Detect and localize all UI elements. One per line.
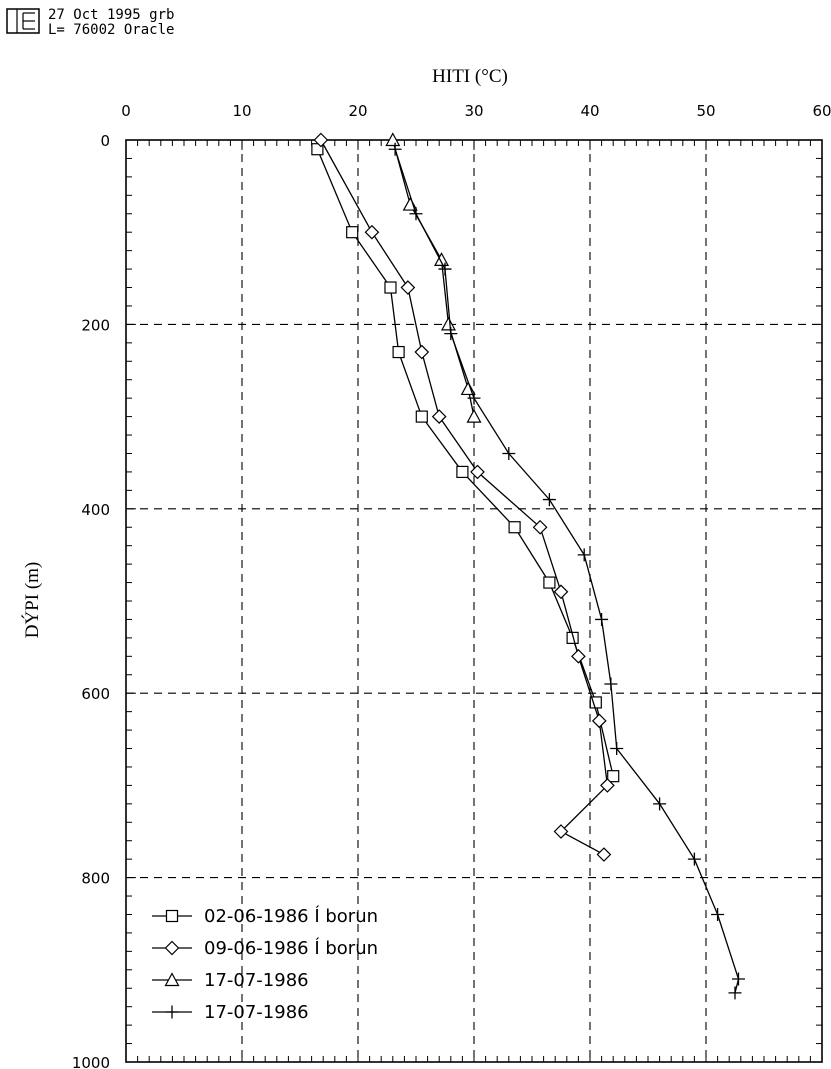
y-tick-label: 600 — [81, 685, 110, 703]
legend-marker-diamond — [164, 940, 180, 956]
legend-label: 09-06-1986 Í borun — [204, 937, 378, 959]
data-point-triangle — [434, 252, 450, 266]
x-tick-label: 20 — [348, 102, 367, 120]
x-tick-label: 60 — [812, 102, 831, 120]
series-line-2 — [320, 139, 609, 856]
data-point-plus — [409, 207, 423, 221]
data-point-plus — [438, 262, 452, 276]
x-axis-label: HITI (°C) — [432, 66, 508, 87]
header-id: L= 76002 Oracle — [48, 22, 175, 38]
data-point-diamond — [414, 344, 430, 360]
legend-label: 02-06-1986 Í borun — [204, 905, 378, 927]
logo-icon — [6, 8, 40, 34]
data-point-diamond — [313, 132, 329, 148]
data-point-plus — [604, 677, 618, 691]
y-tick-label: 200 — [81, 316, 110, 334]
y-axis-label: DÝPI (m) — [21, 562, 43, 639]
x-tick-label: 40 — [580, 102, 599, 120]
y-tick-label: 0 — [100, 132, 110, 150]
header: 27 Oct 1995 grb L= 76002 Oracle — [6, 6, 306, 46]
data-point-plus — [653, 797, 667, 811]
series-2 — [313, 132, 615, 862]
y-tick-label: 1000 — [72, 1054, 110, 1069]
data-point-plus — [731, 972, 745, 986]
data-point-square — [508, 521, 521, 534]
data-point-diamond — [553, 824, 569, 839]
series-line-4 — [394, 148, 740, 994]
legend-item-2: 09-06-1986 Í borun — [152, 937, 378, 959]
legend-label: 17-07-1986 — [204, 1002, 309, 1023]
data-point-plus — [542, 493, 556, 507]
legend-label: 17-07-1986 — [204, 970, 309, 991]
series-4 — [388, 142, 745, 1000]
series — [311, 132, 745, 1000]
data-point-square — [384, 281, 397, 294]
data-point-diamond — [532, 519, 548, 535]
y-tick-label: 800 — [81, 870, 110, 888]
data-point-diamond — [596, 847, 612, 862]
data-point-square — [607, 770, 620, 783]
x-tick-label: 50 — [696, 102, 715, 120]
series-line-1 — [316, 148, 614, 777]
data-point-square — [543, 576, 556, 589]
legend-marker-triangle — [164, 972, 180, 987]
header-date: 27 Oct 1995 grb — [48, 7, 175, 23]
data-point-triangle — [466, 408, 482, 423]
data-point-plus — [610, 742, 624, 756]
data-point-diamond — [600, 778, 615, 793]
data-point-diamond — [400, 280, 416, 295]
data-point-triangle — [460, 381, 476, 396]
data-point-triangle — [440, 316, 456, 331]
data-point-diamond — [571, 648, 586, 664]
data-point-plus — [388, 142, 402, 156]
data-point-square — [392, 345, 405, 359]
grid — [126, 140, 822, 1062]
x-tick-label: 10 — [232, 102, 251, 120]
legend-item-1: 02-06-1986 Í borun — [152, 905, 378, 927]
legend-item-4: 17-07-1986 — [152, 1002, 309, 1023]
x-tick-label: 30 — [464, 102, 483, 120]
data-point-plus — [728, 986, 742, 1000]
x-tick-label: 0 — [121, 102, 131, 120]
legend-item-3: 17-07-1986 — [152, 970, 309, 991]
data-point-diamond — [553, 584, 569, 600]
data-point-plus — [577, 548, 591, 562]
data-point-plus — [595, 612, 609, 626]
data-point-plus — [467, 391, 481, 405]
legend-marker-plus — [165, 1005, 179, 1019]
data-point-plus — [444, 327, 458, 341]
data-point-square — [346, 226, 359, 239]
y-tick-label: 400 — [81, 501, 110, 519]
legend-marker-square — [165, 909, 179, 923]
data-point-square — [415, 410, 428, 423]
data-point-diamond — [470, 464, 485, 480]
legend: 02-06-1986 Í borun 09-06-1986 Í borun 17-0… — [152, 905, 378, 1023]
data-point-plus — [687, 852, 701, 866]
data-point-plus — [711, 907, 725, 921]
data-point-square — [456, 465, 469, 479]
data-point-triangle — [385, 132, 401, 147]
data-point-diamond — [591, 713, 607, 729]
data-point-plus — [502, 446, 516, 460]
data-point-diamond — [431, 409, 447, 424]
data-point-diamond — [364, 224, 380, 240]
data-point-square — [589, 696, 602, 709]
